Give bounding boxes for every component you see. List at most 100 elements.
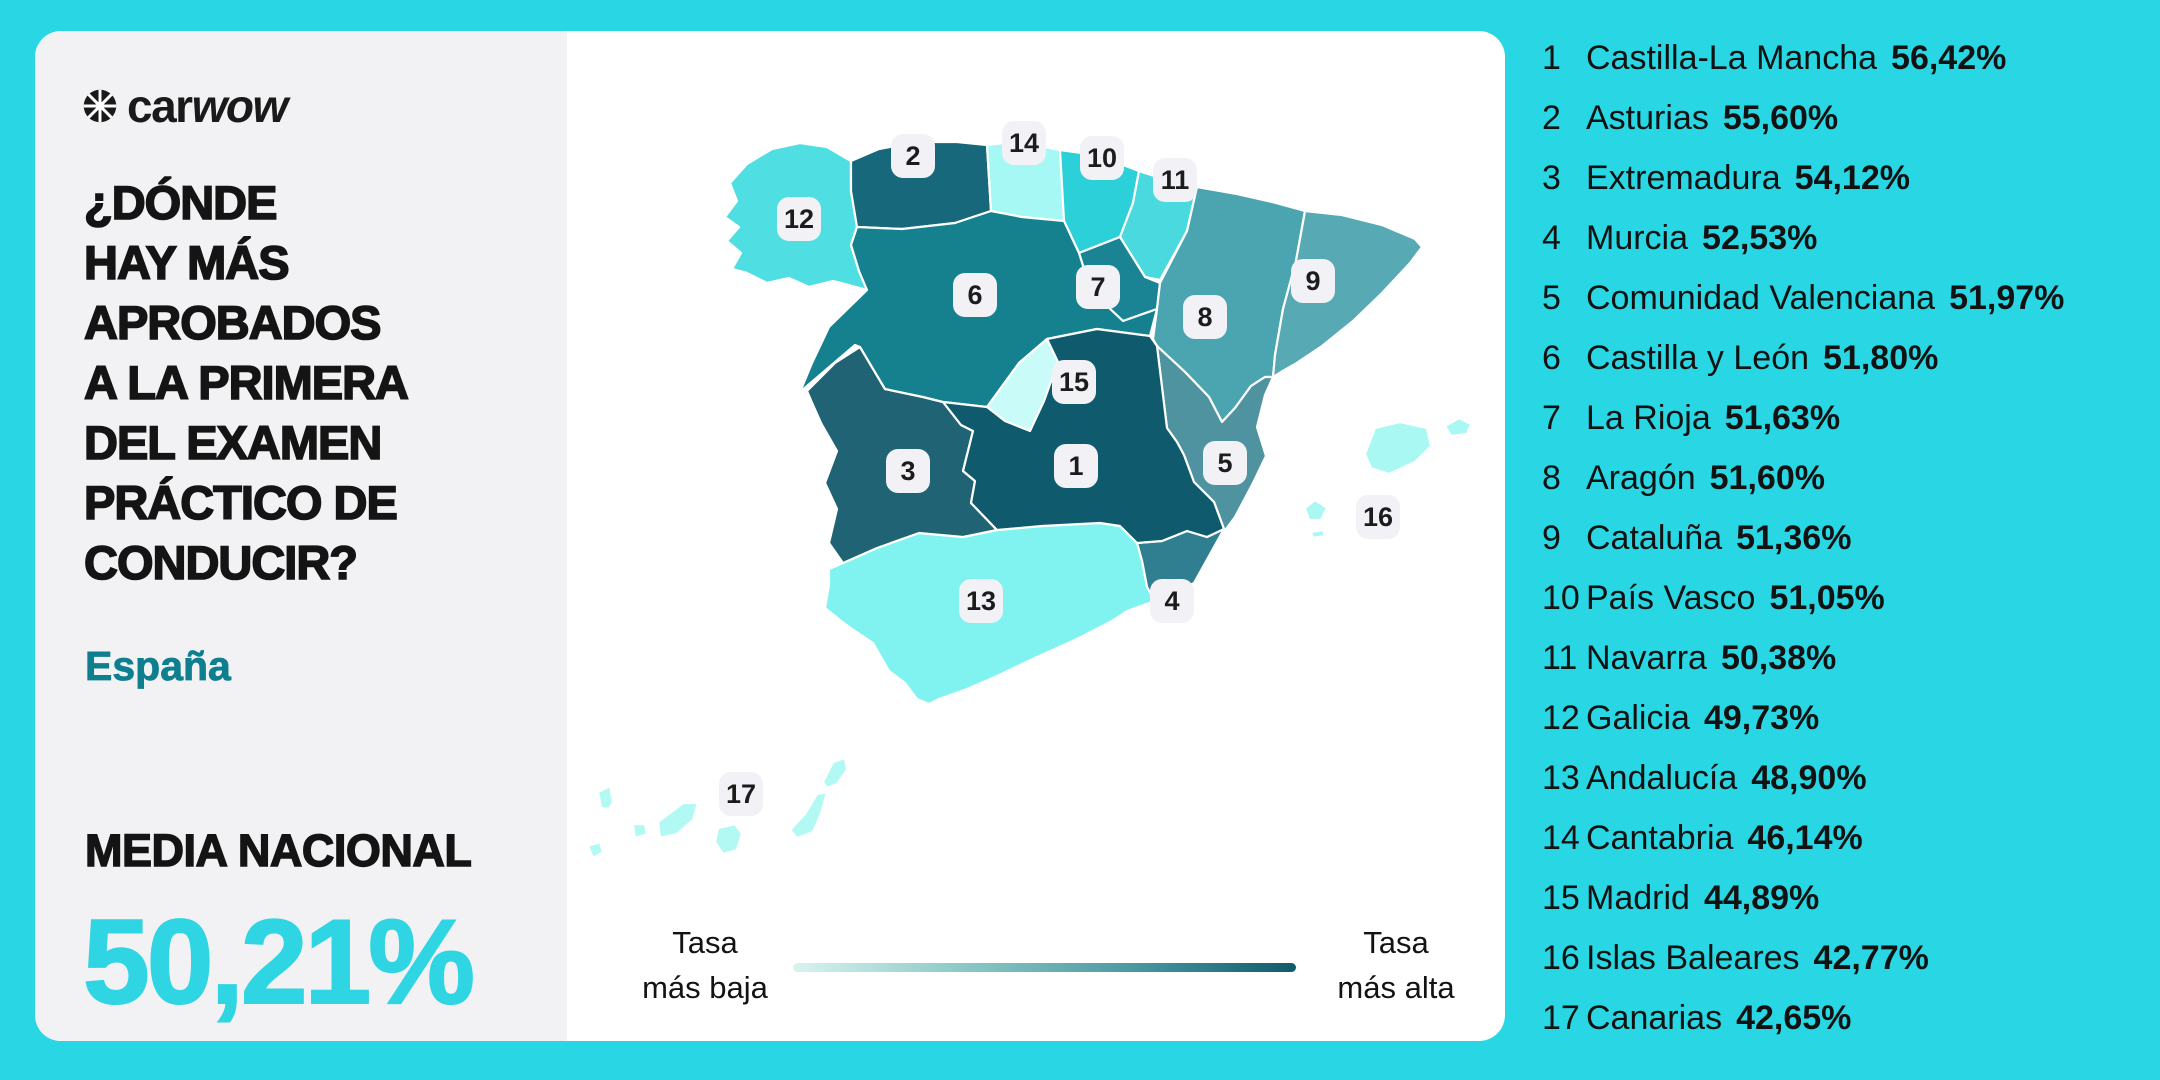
ranking-list: 1 Castilla-La Mancha 56,42% 2 Asturias 55,60%…	[1542, 28, 2154, 1048]
ranking-rank: 4	[1542, 218, 1561, 257]
ranking-row: 1 Castilla-La Mancha 56,42%	[1542, 28, 2154, 88]
ranking-row: 2 Asturias 55,60%	[1542, 88, 2154, 148]
ranking-rank: 2	[1542, 98, 1561, 137]
ranking-region-value: 44,89%	[1703, 878, 1820, 917]
ranking-row: 15 Madrid 44,89%	[1542, 868, 2154, 928]
ranking-region-name: Castilla-La Mancha	[1586, 38, 1878, 77]
legend-gradient-bar	[793, 963, 1296, 972]
ranking-region-value: 49,73%	[1703, 698, 1820, 737]
map-badges: 2 14 10 11 12 6 7 9 8 15 1 5 3 16 13 4 1…	[719, 121, 1400, 816]
national-average-value: 50,21%	[82, 894, 476, 1030]
ranking-region-value: 42,65%	[1736, 998, 1852, 1037]
svg-text:16: 16	[1363, 502, 1393, 532]
ranking-region-value: 51,60%	[1709, 458, 1825, 497]
legend-low-label: Tasa más baja	[642, 925, 768, 1005]
ranking-region-name: País Vasco	[1586, 578, 1756, 617]
ranking-rank: 17	[1542, 998, 1580, 1037]
region-islas-baleares	[1303, 416, 1473, 540]
ranking-region-name: Cataluña	[1586, 518, 1723, 557]
ranking-region-name: Extremadura	[1586, 158, 1781, 197]
svg-text:5: 5	[1217, 448, 1232, 478]
ranking-region-value: 50,38%	[1720, 638, 1837, 677]
carwow-logo-icon	[83, 89, 117, 123]
ranking-region-value: 55,60%	[1722, 98, 1839, 137]
ranking-region-name: Asturias	[1586, 98, 1709, 137]
ranking-region-name: Comunidad Valenciana	[1586, 278, 1936, 317]
ranking-rank: 12	[1542, 698, 1580, 737]
svg-text:8: 8	[1197, 302, 1212, 332]
page-title: ¿DÓNDE HAY MÁS APROBADOS A LA PRIMERA DE…	[83, 175, 410, 590]
ranking-region-value: 51,63%	[1724, 398, 1841, 437]
ranking-row: 5 Comunidad Valenciana 51,97%	[1542, 268, 2154, 328]
ranking-rank: 15	[1542, 878, 1580, 917]
ranking-rank: 7	[1542, 398, 1561, 437]
ranking-region-name: Cantabria	[1586, 818, 1734, 857]
ranking-region-name: Madrid	[1586, 878, 1690, 917]
svg-text:17: 17	[726, 779, 756, 809]
ranking-row: 9 Cataluña 51,36%	[1542, 508, 2154, 568]
left-panel	[35, 31, 567, 1041]
ranking-region-value: 52,53%	[1702, 218, 1818, 257]
ranking-rank: 11	[1542, 638, 1578, 677]
ranking-rank: 8	[1542, 458, 1561, 497]
ranking-rank: 5	[1542, 278, 1561, 317]
ranking-region-value: 42,77%	[1813, 938, 1929, 977]
ranking-region-value: 51,80%	[1823, 338, 1939, 377]
ranking-region-value: 48,90%	[1751, 758, 1867, 797]
svg-text:12: 12	[784, 204, 814, 234]
ranking-region-name: Galicia	[1586, 698, 1690, 737]
subtitle-country: España	[85, 643, 232, 690]
ranking-rank: 3	[1542, 158, 1561, 197]
svg-text:14: 14	[1009, 128, 1039, 158]
svg-text:1: 1	[1068, 451, 1083, 481]
ranking-region-name: Andalucía	[1586, 758, 1738, 797]
ranking-row: 7 La Rioja 51,63%	[1542, 388, 2154, 448]
region-castilla-la-mancha	[941, 327, 1226, 545]
svg-text:9: 9	[1305, 266, 1320, 296]
ranking-row: 6 Castilla y León 51,80%	[1542, 328, 2154, 388]
ranking-row: 4 Murcia 52,53%	[1542, 208, 2154, 268]
ranking-region-value: 56,42%	[1891, 38, 2007, 77]
legend-high-label: Tasa más alta	[1337, 925, 1455, 1005]
ranking-row: 8 Aragón 51,60%	[1542, 448, 2154, 508]
ranking-row: 13 Andalucía 48,90%	[1542, 748, 2154, 808]
ranking-region-value: 51,05%	[1769, 578, 1885, 617]
ranking-region-value: 51,97%	[1949, 278, 2065, 317]
ranking-rank: 10	[1542, 578, 1580, 617]
svg-text:6: 6	[967, 280, 982, 310]
ranking-row: 17 Canarias 42,65%	[1542, 988, 2154, 1048]
ranking-rank: 6	[1542, 338, 1561, 377]
ranking-region-name: Murcia	[1586, 218, 1689, 257]
svg-text:7: 7	[1090, 272, 1105, 302]
ranking-rank: 13	[1542, 758, 1580, 797]
ranking-region-name: La Rioja	[1586, 398, 1711, 437]
ranking-row: 16 Islas Baleares 42,77%	[1542, 928, 2154, 988]
spain-map: 2 14 10 11 12 6 7 9 8 15 1 5 3 16 13 4 1…	[586, 121, 1473, 860]
ranking-region-value: 54,12%	[1794, 158, 1910, 197]
national-average-label: MEDIA NACIONAL	[84, 824, 472, 876]
ranking-region-name: Navarra	[1586, 638, 1707, 677]
infographic-card: carwow ¿DÓNDE HAY MÁS APROBADOS A LA PRI…	[35, 31, 1505, 1041]
ranking-region-name: Canarias	[1586, 998, 1723, 1037]
svg-text:15: 15	[1059, 367, 1089, 397]
ranking-region-name: Aragón	[1586, 458, 1696, 497]
region-canarias	[586, 756, 849, 860]
svg-text:4: 4	[1164, 586, 1179, 616]
ranking-row: 11 Navarra 50,38%	[1542, 628, 2154, 688]
ranking-rank: 1	[1542, 38, 1561, 77]
ranking-row: 3 Extremadura 54,12%	[1542, 148, 2154, 208]
carwow-logo: carwow	[83, 79, 288, 133]
ranking-row: 10 País Vasco 51,05%	[1542, 568, 2154, 628]
ranking-region-name: Islas Baleares	[1586, 938, 1800, 977]
svg-text:2: 2	[905, 141, 920, 171]
svg-text:3: 3	[900, 456, 915, 486]
ranking-rank: 9	[1542, 518, 1561, 557]
ranking-row: 14 Cantabria 46,14%	[1542, 808, 2154, 868]
ranking-rank: 16	[1542, 938, 1580, 977]
svg-text:11: 11	[1161, 165, 1190, 195]
ranking-row: 12 Galicia 49,73%	[1542, 688, 2154, 748]
svg-text:13: 13	[966, 586, 996, 616]
carwow-logo-wordmark: carwow	[127, 80, 288, 132]
ranking-region-value: 51,36%	[1736, 518, 1852, 557]
